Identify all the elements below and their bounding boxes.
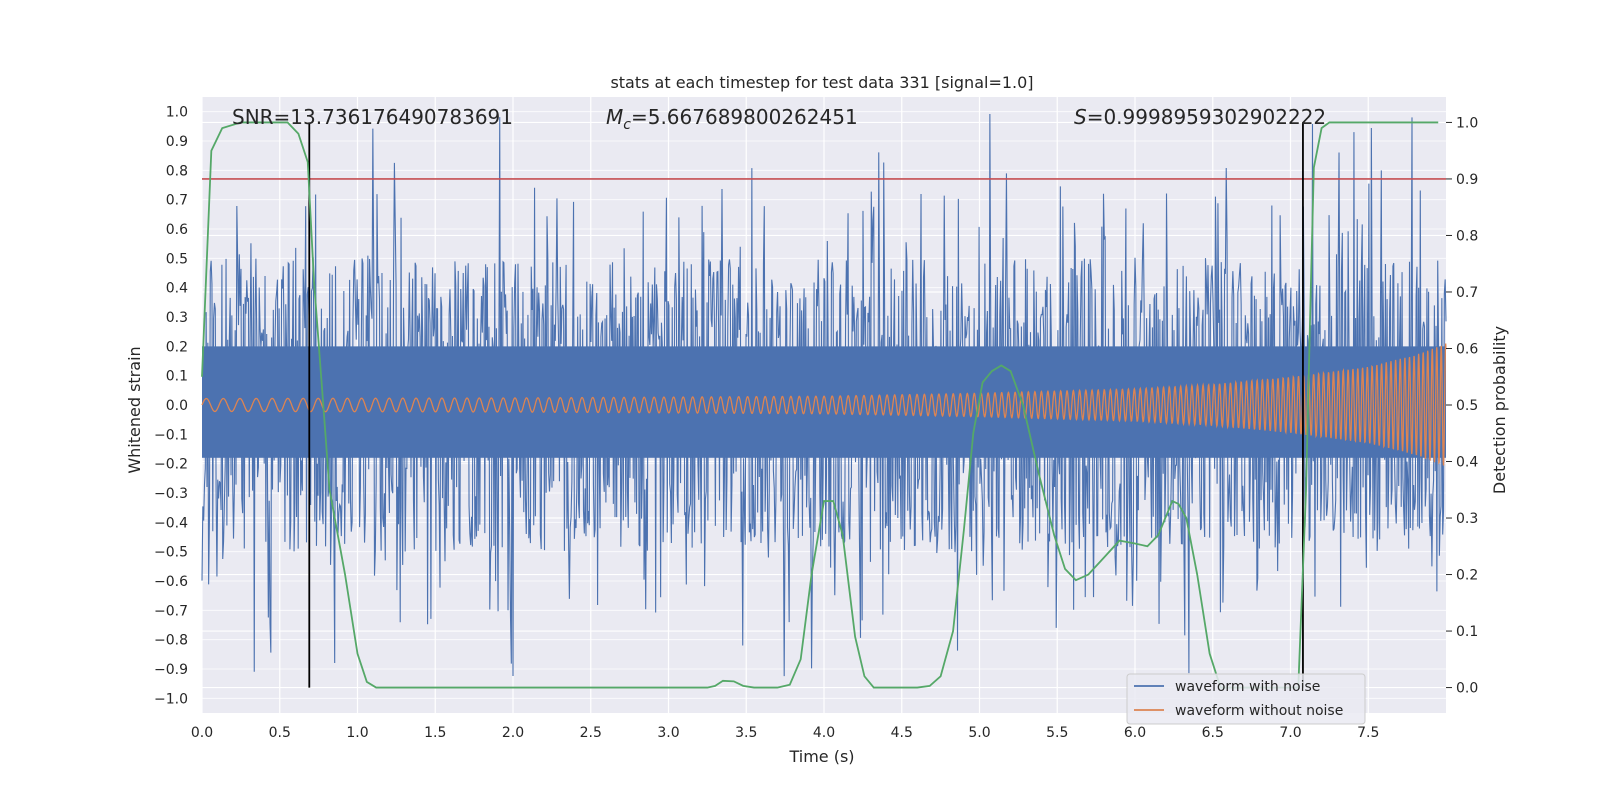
y-axis-label: Whitened strain [125, 346, 144, 473]
chirp-mass-annotation: Mc=5.667689800262451 [606, 105, 858, 133]
x-tick-label: 7.5 [1357, 725, 1379, 741]
y2-tick-label: 0.3 [1456, 511, 1478, 527]
y2-tick-label: 0.9 [1456, 172, 1478, 188]
x-tick-label: 0.0 [191, 725, 213, 741]
x-tick-label: 0.5 [269, 725, 291, 741]
y-tick-label: −1.0 [154, 691, 188, 707]
y-tick-label: −0.2 [154, 457, 188, 473]
y-tick-label: 0.7 [166, 193, 188, 209]
y-tick-label: −0.8 [154, 633, 188, 649]
x-axis-ticks: 0.0 0.5 1.0 1.5 2.0 2.5 3.0 3.5 4.0 4.5 5.0 5.5 6.0 6… [191, 725, 1380, 741]
noise-line [201, 113, 1447, 677]
mc-value: =5.667689800262451 [631, 105, 858, 129]
detection-probability-line [201, 121, 1439, 689]
legend: waveform with noise waveform without noi… [1126, 673, 1366, 725]
x-tick-label: 1.0 [346, 725, 368, 741]
y2-tick-label: 1.0 [1456, 115, 1478, 131]
snr-annotation: SNR=13.736176490783691 [232, 105, 513, 129]
y2-tick-label: 0.8 [1456, 228, 1478, 244]
series-waveform-with-noise [201, 113, 1447, 677]
y-tick-label: 0.0 [166, 398, 188, 414]
y-tick-label: −0.5 [154, 545, 188, 561]
x-tick-label: 5.5 [1046, 725, 1068, 741]
x-tick-label: 4.5 [891, 725, 913, 741]
y2-tick-label: 0.6 [1456, 341, 1478, 357]
x-tick-label: 2.5 [580, 725, 602, 741]
y-tick-label: 0.1 [166, 369, 188, 385]
x-tick-label: 3.0 [657, 725, 679, 741]
series-waveform-without-noise [201, 343, 1447, 466]
y-tick-label: 0.3 [166, 310, 188, 326]
y2-tick-label: 0.2 [1456, 568, 1478, 584]
noise-core-band [202, 346, 1446, 458]
y2-tick-label: 0.4 [1456, 455, 1478, 471]
s-value: =0.9998959302902222 [1087, 105, 1326, 129]
x-tick-label: 1.5 [424, 725, 446, 741]
y2-tick-label: 0.0 [1456, 681, 1478, 697]
legend-box [1126, 673, 1366, 725]
y-tick-label: 0.2 [166, 339, 188, 355]
chart-title: stats at each timestep for test data 331… [610, 73, 1033, 92]
y-axis-ticks: 1.0 0.9 0.8 0.7 0.6 0.5 0.4 0.3 0.2 0.1 0.0 −0.1 −0.… [154, 105, 188, 708]
y-tick-label: −0.1 [154, 427, 188, 443]
y-tick-label: −0.6 [154, 574, 188, 590]
x-tick-label: 6.0 [1124, 725, 1146, 741]
y-tick-label: −0.4 [154, 515, 188, 531]
clean-line [201, 343, 1447, 466]
y-tick-label: −0.9 [154, 662, 188, 678]
s-symbol: S [1074, 105, 1087, 129]
y-tick-label: −0.7 [154, 603, 188, 619]
y2-tick-label: 0.7 [1456, 285, 1478, 301]
x-tick-label: 5.0 [968, 725, 990, 741]
x-tick-label: 4.0 [813, 725, 835, 741]
legend-label-clean: waveform without noise [1175, 703, 1343, 719]
y-tick-label: 0.5 [166, 251, 188, 267]
score-annotation: S=0.9998959302902222 [1074, 105, 1326, 129]
y-tick-label: 1.0 [166, 105, 188, 121]
x-tick-label: 3.5 [735, 725, 757, 741]
x-axis-label: Time (s) [788, 747, 854, 766]
y-tick-label: 0.4 [166, 281, 188, 297]
y-tick-label: 0.8 [166, 163, 188, 179]
y2-tick-label: 0.5 [1456, 398, 1478, 414]
y2-tick-label: 0.1 [1456, 624, 1478, 640]
mc-subscript: c [623, 117, 631, 133]
y-tick-label: −0.3 [154, 486, 188, 502]
x-tick-label: 6.5 [1202, 725, 1224, 741]
x-tick-label: 2.0 [502, 725, 524, 741]
y-tick-label: 0.6 [166, 222, 188, 238]
y-tick-label: 0.9 [166, 134, 188, 150]
y2-axis-ticks: 1.0 0.9 0.8 0.7 0.6 0.5 0.4 0.3 0.2 0.1 0.0 [1446, 115, 1478, 697]
y2-axis-label: Detection probability [1490, 326, 1509, 494]
x-tick-label: 7.0 [1279, 725, 1301, 741]
overlays [201, 121, 1446, 689]
legend-label-noise: waveform with noise [1175, 679, 1320, 695]
mc-symbol: M [606, 105, 623, 129]
